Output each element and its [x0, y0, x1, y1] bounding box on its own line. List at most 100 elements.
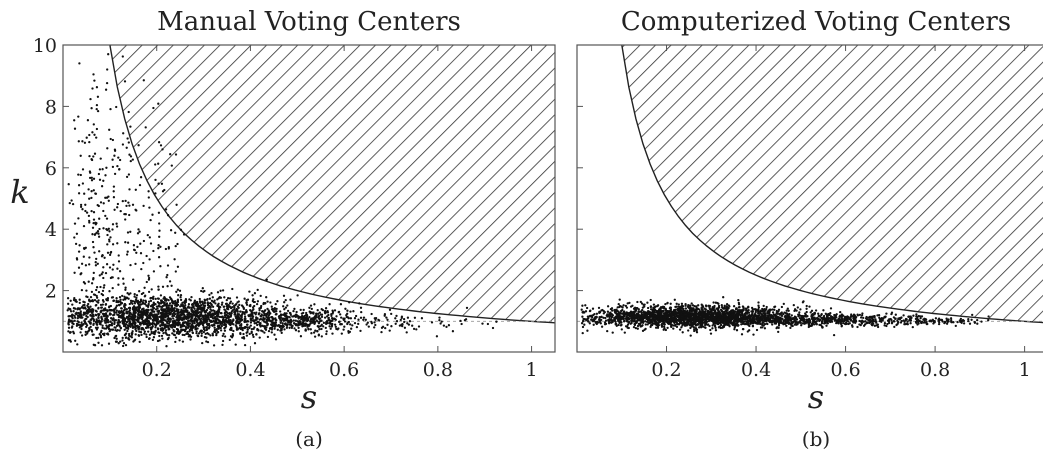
- scatter-point: [154, 297, 157, 301]
- scatter-point: [750, 310, 753, 313]
- scatter-point: [269, 312, 272, 315]
- scatter-point: [219, 326, 222, 330]
- scatter-point: [104, 303, 107, 306]
- scatter-point: [170, 284, 173, 287]
- scatter-point: [194, 317, 197, 321]
- scatter-point: [644, 323, 647, 326]
- scatter-point: [79, 273, 82, 276]
- scatter-point: [133, 318, 136, 321]
- scatter-point: [634, 326, 638, 330]
- scatter-point: [380, 330, 383, 334]
- scatter-point: [315, 312, 318, 315]
- scatter-point: [230, 328, 233, 332]
- scatter-point: [805, 310, 808, 314]
- scatter-point: [211, 332, 214, 335]
- scatter-point: [235, 296, 239, 299]
- scatter-point: [359, 306, 363, 309]
- scatter-point: [162, 322, 165, 326]
- scatter-point: [77, 311, 80, 315]
- scatter-point: [309, 320, 312, 323]
- scatter-point: [140, 333, 143, 337]
- scatter-point: [138, 230, 141, 233]
- scatter-point: [108, 266, 112, 269]
- scatter-point: [182, 306, 185, 310]
- scatter-point: [758, 311, 762, 315]
- scatter-point: [228, 302, 232, 305]
- scatter-point: [491, 326, 495, 330]
- scatter-point: [113, 313, 116, 316]
- scatter-point: [159, 299, 163, 302]
- scatter-point: [179, 317, 182, 321]
- scatter-point: [245, 309, 248, 312]
- scatter-point: [176, 304, 179, 307]
- scatter-point: [120, 309, 123, 313]
- scatter-point: [131, 158, 134, 161]
- scatter-point: [117, 260, 121, 263]
- scatter-point: [91, 233, 94, 236]
- scatter-point: [67, 339, 71, 342]
- scatter-point: [146, 233, 149, 237]
- scatter-point: [149, 317, 152, 320]
- scatter-point: [168, 302, 172, 305]
- forbidden-region: [621, 45, 1043, 323]
- scatter-point: [90, 328, 93, 332]
- scatter-point: [805, 304, 808, 308]
- scatter-point: [168, 311, 171, 314]
- scatter-point: [636, 300, 639, 304]
- scatter-point: [154, 178, 157, 182]
- scatter-point: [72, 298, 76, 302]
- scatter-point: [86, 308, 90, 311]
- scatter-point: [328, 321, 332, 324]
- scatter-point: [666, 301, 669, 305]
- scatter-point: [266, 300, 269, 303]
- scatter-point: [103, 327, 106, 330]
- scatter-point: [119, 340, 122, 343]
- scatter-point: [671, 316, 674, 319]
- scatter-point: [581, 331, 584, 335]
- scatter-point: [401, 322, 404, 326]
- scatter-point: [131, 300, 135, 303]
- chart-title: Manual Voting Centers: [157, 7, 461, 37]
- scatter-point: [608, 315, 611, 319]
- scatter-point: [301, 322, 305, 326]
- scatter-point: [644, 327, 647, 331]
- scatter-point: [280, 319, 283, 323]
- scatter-point: [162, 316, 165, 319]
- scatter-point: [87, 302, 90, 306]
- scatter-point: [647, 321, 651, 324]
- scatter-point: [148, 206, 151, 209]
- scatter-point: [101, 303, 104, 306]
- scatter-point: [79, 205, 83, 209]
- scatter-point: [246, 320, 250, 323]
- scatter-point: [147, 274, 150, 277]
- scatter-point: [637, 310, 640, 313]
- scatter-point: [669, 302, 672, 305]
- scatter-point: [262, 310, 265, 313]
- scatter-point: [302, 324, 305, 328]
- scatter-point: [220, 324, 224, 328]
- scatter-point: [94, 304, 97, 307]
- scatter-point: [78, 326, 81, 329]
- scatter-point: [734, 310, 737, 313]
- scatter-point: [95, 310, 98, 313]
- scatter-point: [150, 322, 153, 325]
- scatter-point: [104, 196, 107, 199]
- scatter-point: [167, 247, 170, 250]
- scatter-point: [246, 298, 250, 301]
- scatter-point: [664, 315, 667, 319]
- scatter-point: [219, 329, 223, 332]
- scatter-point: [757, 304, 760, 307]
- scatter-point: [213, 323, 216, 326]
- scatter-point: [302, 311, 305, 315]
- scatter-point: [77, 140, 80, 143]
- scatter-point: [158, 235, 161, 238]
- scatter-point: [270, 331, 273, 334]
- scatter-point: [691, 322, 694, 325]
- x-tick-labels: 0.2 0.4 0.6 0.8 1: [142, 359, 538, 381]
- scatter-point: [91, 333, 94, 336]
- scatter-point: [216, 315, 220, 318]
- scatter-point: [124, 336, 128, 340]
- scatter-point: [106, 309, 109, 312]
- scatter-point: [292, 321, 296, 325]
- scatter-point: [95, 288, 98, 292]
